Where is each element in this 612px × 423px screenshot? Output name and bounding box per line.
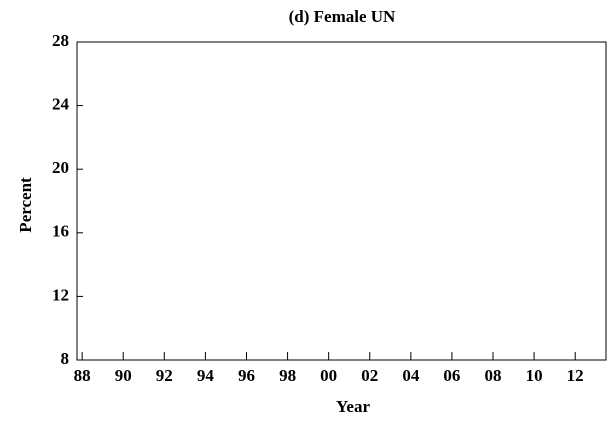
x-tick-label: 08 xyxy=(485,366,502,385)
y-tick-label: 28 xyxy=(52,31,69,50)
y-tick-label: 20 xyxy=(52,158,69,177)
y-tick-label: 16 xyxy=(52,222,69,241)
x-tick-label: 98 xyxy=(279,366,296,385)
x-axis-label: Year xyxy=(336,397,370,416)
plot-frame xyxy=(76,41,607,361)
x-tick-label: 90 xyxy=(115,366,132,385)
y-tick-label: 8 xyxy=(61,349,70,368)
x-tick-label: 88 xyxy=(74,366,91,385)
y-axis-label: Percent xyxy=(16,177,35,233)
x-tick-label: 96 xyxy=(238,366,255,385)
chart-title: (d) Female UN xyxy=(289,7,396,26)
x-tick-label: 94 xyxy=(197,366,215,385)
x-tick-label: 12 xyxy=(567,366,584,385)
x-tick-label: 92 xyxy=(156,366,173,385)
y-tick-label: 12 xyxy=(52,285,69,304)
x-tick-label: 02 xyxy=(361,366,378,385)
x-tick-label: 10 xyxy=(526,366,543,385)
x-tick-label: 00 xyxy=(320,366,337,385)
x-tick-label: 04 xyxy=(402,366,420,385)
y-tick-label: 24 xyxy=(52,95,70,114)
x-tick-label: 06 xyxy=(443,366,460,385)
